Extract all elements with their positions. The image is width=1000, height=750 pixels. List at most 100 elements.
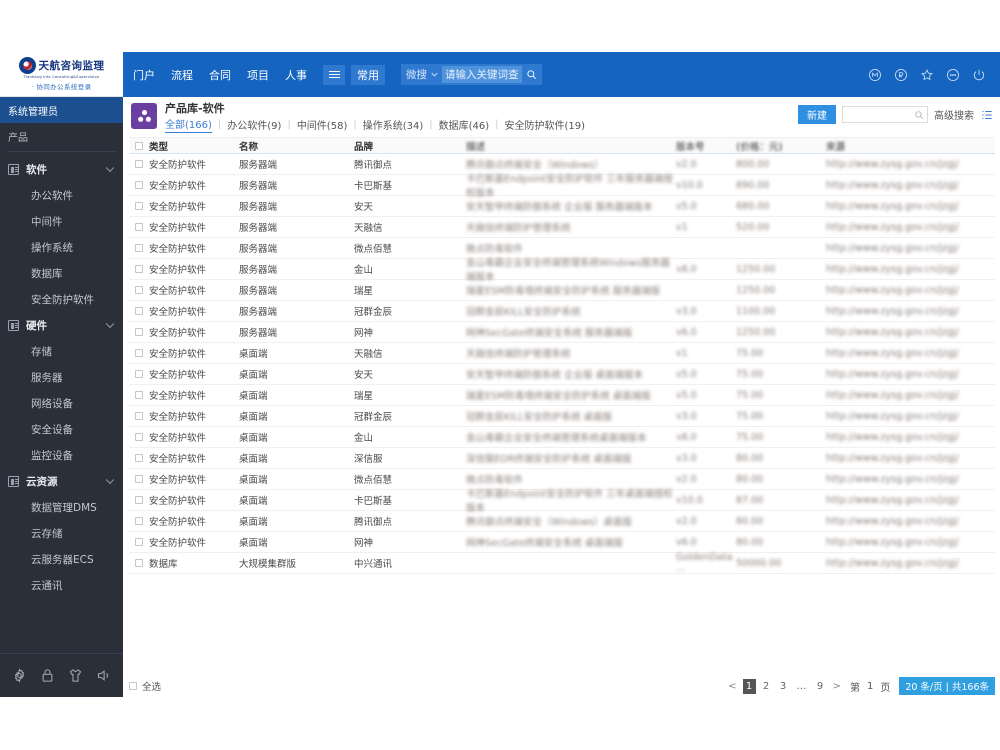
column-header-name[interactable]: 名称 [239, 141, 259, 153]
pagination-page-3[interactable]: 3 [779, 680, 787, 692]
row-checkbox[interactable] [129, 181, 149, 189]
row-checkbox[interactable] [129, 454, 149, 462]
row-checkbox-box[interactable] [135, 433, 143, 441]
table-row[interactable]: 安全防护软件 桌面端 卡巴斯基 卡巴斯基Endpoint安全防护软件 三年桌面端授权版… [129, 489, 995, 514]
row-checkbox[interactable] [129, 538, 149, 546]
select-all-header-checkbox[interactable] [129, 141, 149, 150]
tab-os[interactable]: 操作系统(34) [362, 121, 424, 132]
list-search-input[interactable] [842, 106, 928, 123]
pagination-page-9[interactable]: 9 [816, 680, 824, 692]
table-row[interactable]: 安全防护软件 桌面端 腾讯御点 腾讯御点终端安全（Windows）桌面版 v2.0 80.… [129, 511, 995, 532]
list-view-icon[interactable] [980, 108, 994, 122]
pagination-next[interactable]: > [832, 680, 841, 692]
r-circle-icon[interactable] [894, 68, 908, 82]
sidebar-group-software[interactable]: 软件 [0, 156, 123, 182]
brand-logo[interactable]: 天航咨询监理 Tianhang Info Consulting&Supervis… [0, 52, 123, 97]
gear-icon[interactable] [12, 668, 27, 683]
pagination-size-info[interactable]: 20 条/页 | 共166条 [899, 677, 995, 695]
row-checkbox[interactable] [129, 328, 149, 336]
star-icon[interactable] [920, 68, 934, 82]
table-row[interactable]: 安全防护软件 桌面端 安天 安天智甲终端防御系统 企业版 桌面端版本 v5.0 75.00… [129, 364, 995, 385]
nav-contract[interactable]: 合同 [209, 68, 231, 82]
cell-source-url[interactable]: http://www.zysg.gov.cn/jzgj/ [826, 557, 959, 569]
table-row[interactable]: 安全防护软件 服务器端 冠群金辰 冠群金辰KILL安全防护系统 v3.0 1100.00 h… [129, 301, 995, 322]
row-checkbox-box[interactable] [135, 559, 143, 567]
table-row[interactable]: 安全防护软件 服务器端 天融信 天融信终端防护管理系统 v1 520.00 http://w… [129, 217, 995, 238]
cell-source-url[interactable]: http://www.zysg.gov.cn/jzgj/ [826, 242, 959, 254]
pagination-page-1[interactable]: 1 [742, 678, 756, 694]
table-row[interactable]: 数据库 大规模集群版 中兴通讯 GoldenData ... 50000.00 http:… [129, 552, 995, 574]
search-scope-label[interactable]: 微搜 [406, 69, 427, 81]
cell-source-url[interactable]: http://www.zysg.gov.cn/jzgj/ [826, 305, 959, 317]
sidebar-item-security-software[interactable]: 安全防护软件 [31, 293, 94, 306]
row-checkbox[interactable] [129, 202, 149, 210]
advanced-search-link[interactable]: 高级搜索 [934, 111, 974, 122]
tab-all[interactable]: 全部(166) [165, 116, 212, 133]
row-checkbox-box[interactable] [135, 538, 143, 546]
row-checkbox[interactable] [129, 412, 149, 420]
table-row[interactable]: 安全防护软件 桌面端 深信服 深信服EDR终端安全防护系统 桌面端版 v3.0 80.00… [129, 448, 995, 469]
cell-source-url[interactable]: http://www.zysg.gov.cn/jzgj/ [826, 368, 959, 380]
new-button[interactable]: 新建 [798, 105, 836, 124]
nav-workflow[interactable]: 流程 [171, 68, 193, 82]
row-checkbox[interactable] [129, 307, 149, 315]
tab-database[interactable]: 数据库(46) [438, 121, 490, 132]
row-checkbox-box[interactable] [135, 307, 143, 315]
table-row[interactable]: 安全防护软件 桌面端 瑞星 瑞星ESM防毒墙终端安全防护系统 桌面端版 v5.0 75.0… [129, 385, 995, 406]
search-icon[interactable] [526, 69, 537, 80]
cell-source-url[interactable]: http://www.zysg.gov.cn/jzgj/ [826, 221, 959, 233]
volume-icon[interactable] [96, 668, 111, 683]
sidebar-item-cloud-storage[interactable]: 云存储 [31, 527, 63, 540]
cell-source-url[interactable]: http://www.zysg.gov.cn/jzgj/ [826, 158, 959, 170]
message-icon[interactable] [946, 68, 960, 82]
row-checkbox[interactable] [129, 496, 149, 504]
cell-source-url[interactable]: http://www.zysg.gov.cn/jzgj/ [826, 179, 959, 191]
row-checkbox-box[interactable] [135, 370, 143, 378]
cell-source-url[interactable]: http://www.zysg.gov.cn/jzgj/ [826, 263, 959, 275]
row-checkbox-box[interactable] [135, 412, 143, 420]
row-checkbox[interactable] [129, 475, 149, 483]
sidebar-item-middleware[interactable]: 中间件 [31, 215, 63, 228]
nav-hr[interactable]: 人事 [285, 68, 307, 82]
tab-middleware[interactable]: 中间件(58) [296, 121, 348, 132]
row-checkbox-box[interactable] [135, 328, 143, 336]
sidebar-section-product[interactable]: 产品 [8, 132, 28, 144]
table-row[interactable]: 安全防护软件 桌面端 冠群金辰 冠群金辰KILL安全防护系统 桌面版 v3.0 75.00… [129, 406, 995, 427]
sidebar-item-monitor-device[interactable]: 监控设备 [31, 449, 73, 462]
sidebar-item-os[interactable]: 操作系统 [31, 241, 73, 254]
cell-source-url[interactable]: http://www.zysg.gov.cn/jzgj/ [826, 473, 959, 485]
sidebar-item-ecs[interactable]: 云服务器ECS [31, 553, 94, 566]
cell-source-url[interactable]: http://www.zysg.gov.cn/jzgj/ [826, 284, 959, 296]
sidebar-item-security-device[interactable]: 安全设备 [31, 423, 73, 436]
sidebar-item-storage[interactable]: 存储 [31, 345, 52, 358]
lock-icon[interactable] [40, 668, 55, 683]
cell-source-url[interactable]: http://www.zysg.gov.cn/jzgj/ [826, 326, 959, 338]
column-header-version[interactable]: 版本号 [676, 141, 705, 153]
pagination-page-2[interactable]: 2 [762, 680, 770, 692]
table-row[interactable]: 安全防护软件 服务器端 网神 网神SecGate终端安全系统 服务器端版 v6.0 125… [129, 322, 995, 343]
cell-source-url[interactable]: http://www.zysg.gov.cn/jzgj/ [826, 494, 959, 506]
cell-source-url[interactable]: http://www.zysg.gov.cn/jzgj/ [826, 452, 959, 464]
global-search[interactable]: 微搜 请输入关键词查 [401, 64, 542, 85]
table-row[interactable]: 安全防护软件 服务器端 金山 金山毒霸企业安全终端管理系统Windows服务器端版本 v… [129, 258, 995, 283]
cell-source-url[interactable]: http://www.zysg.gov.cn/jzgj/ [826, 431, 959, 443]
row-checkbox[interactable] [129, 433, 149, 441]
sidebar-item-network-device[interactable]: 网络设备 [31, 397, 73, 410]
cell-source-url[interactable]: http://www.zysg.gov.cn/jzgj/ [826, 410, 959, 422]
row-checkbox[interactable] [129, 244, 149, 252]
cell-source-url[interactable]: http://www.zysg.gov.cn/jzgj/ [826, 347, 959, 359]
tab-security-software[interactable]: 安全防护软件(19) [504, 121, 586, 132]
nav-portal[interactable]: 门户 [133, 68, 155, 82]
row-checkbox-box[interactable] [135, 391, 143, 399]
cell-source-url[interactable]: http://www.zysg.gov.cn/jzgj/ [826, 515, 959, 527]
row-checkbox-box[interactable] [135, 454, 143, 462]
power-icon[interactable] [972, 68, 986, 82]
row-checkbox[interactable] [129, 223, 149, 231]
tab-office-software[interactable]: 办公软件(9) [227, 121, 282, 132]
row-checkbox[interactable] [129, 517, 149, 525]
row-checkbox-box[interactable] [135, 286, 143, 294]
table-row[interactable]: 安全防护软件 服务器端 安天 安天智甲终端防御系统 企业版 服务器端版本 v5.0 680… [129, 196, 995, 217]
sidebar-item-database[interactable]: 数据库 [31, 267, 63, 280]
select-all-checkbox[interactable] [129, 682, 137, 690]
table-row[interactable]: 安全防护软件 桌面端 微点佰慧 微点防毒软件 v2.0 80.00 http://www.z… [129, 469, 995, 490]
